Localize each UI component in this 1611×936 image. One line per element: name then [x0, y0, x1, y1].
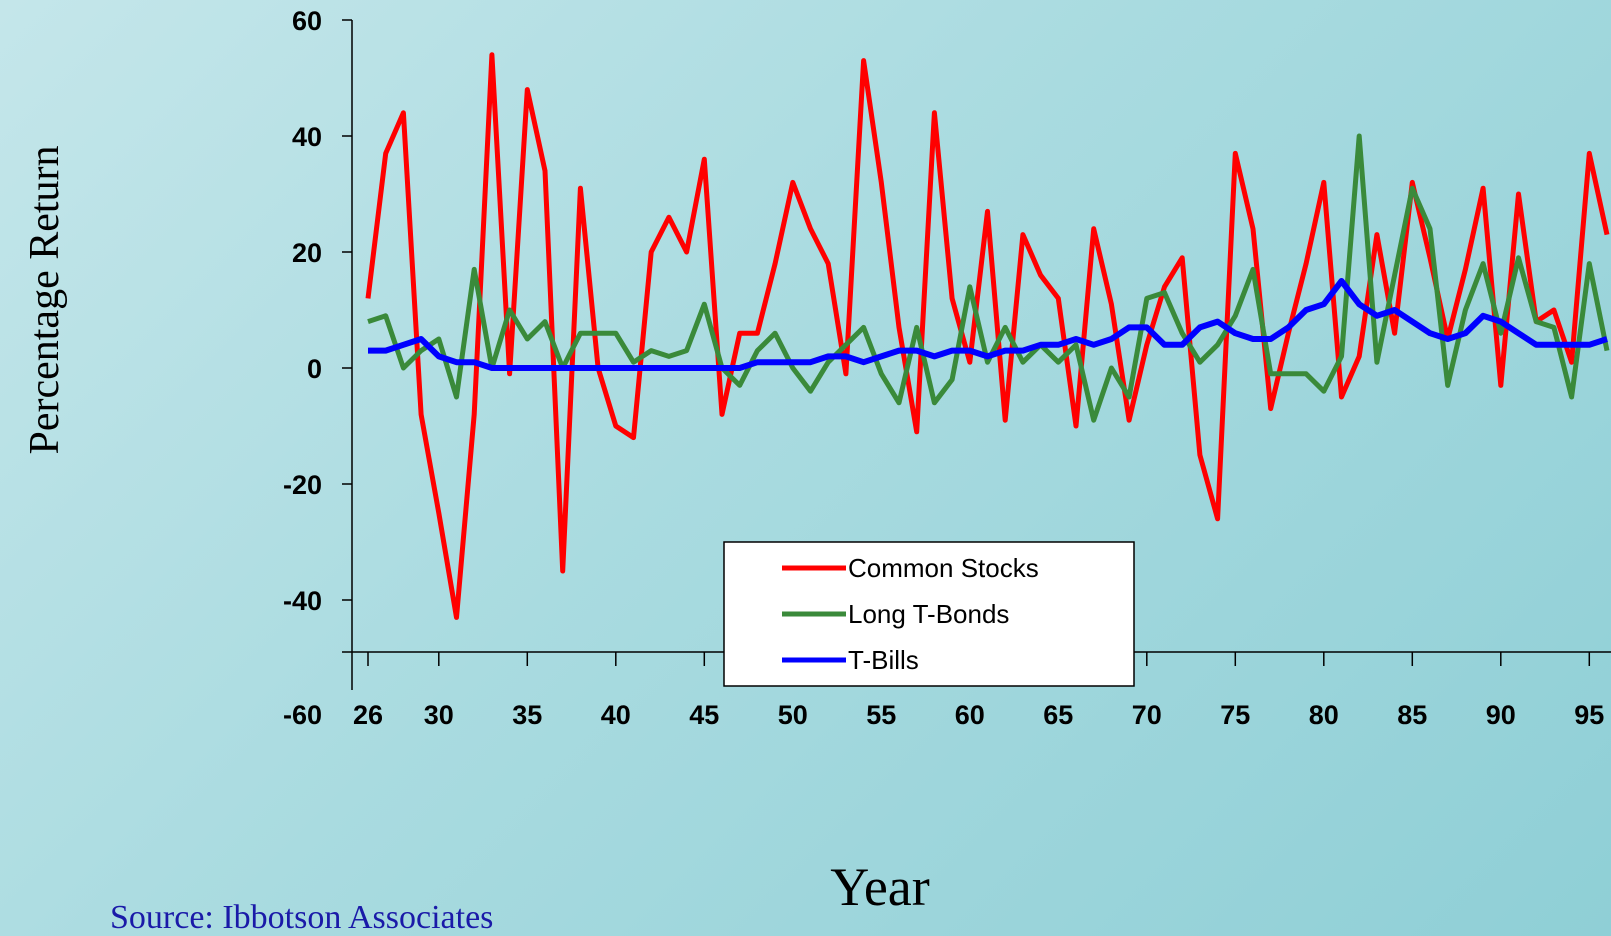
x-tick-label: 95 — [1574, 700, 1604, 730]
legend-label-long-t-bonds: Long T-Bonds — [848, 599, 1009, 629]
y-tick-label: -40 — [283, 586, 322, 616]
y-tick-label: 20 — [292, 238, 322, 268]
legend-label-common-stocks: Common Stocks — [848, 553, 1039, 583]
y-ticks: 60 40 20 0 -20 -40 -60 — [283, 6, 352, 730]
x-tick-label: 40 — [601, 700, 631, 730]
legend-label-t-bills: T-Bills — [848, 645, 919, 675]
y-tick-label: -60 — [283, 700, 322, 730]
series-line-long-t-bonds — [367, 133, 1610, 423]
x-tick-label: 70 — [1132, 700, 1162, 730]
x-tick-label: 80 — [1309, 700, 1339, 730]
x-tick-label: 30 — [424, 700, 454, 730]
y-tick-label: 0 — [307, 354, 322, 384]
x-tick-label: 65 — [1043, 700, 1073, 730]
x-tick-label: 85 — [1397, 700, 1427, 730]
x-tick-label: 55 — [866, 700, 896, 730]
y-tick-label: 40 — [292, 122, 322, 152]
x-tick-label: 90 — [1486, 700, 1516, 730]
x-tick-label: 75 — [1220, 700, 1250, 730]
y-tick-label: 60 — [292, 6, 322, 36]
series-lines — [365, 52, 1610, 620]
legend: Common Stocks Long T-Bonds T-Bills — [723, 541, 1135, 687]
source-note: Source: Ibbotson Associates — [110, 899, 493, 936]
x-tick-label: 35 — [512, 700, 542, 730]
x-tick-label: 26 — [353, 700, 383, 730]
series-line-t-bills — [368, 278, 1608, 371]
y-tick-label: -20 — [283, 470, 322, 500]
x-tick-label: 60 — [955, 700, 985, 730]
x-tick-label: 50 — [778, 700, 808, 730]
x-ticks: 26 30 35 40 45 50 55 60 65 70 75 80 85 90 95 — [353, 652, 1604, 730]
x-tick-label: 45 — [689, 700, 719, 730]
series-line-common-stocks — [365, 52, 1610, 620]
y-axis-label: Percentage Return — [22, 145, 68, 454]
x-axis-label: Year — [830, 857, 930, 917]
